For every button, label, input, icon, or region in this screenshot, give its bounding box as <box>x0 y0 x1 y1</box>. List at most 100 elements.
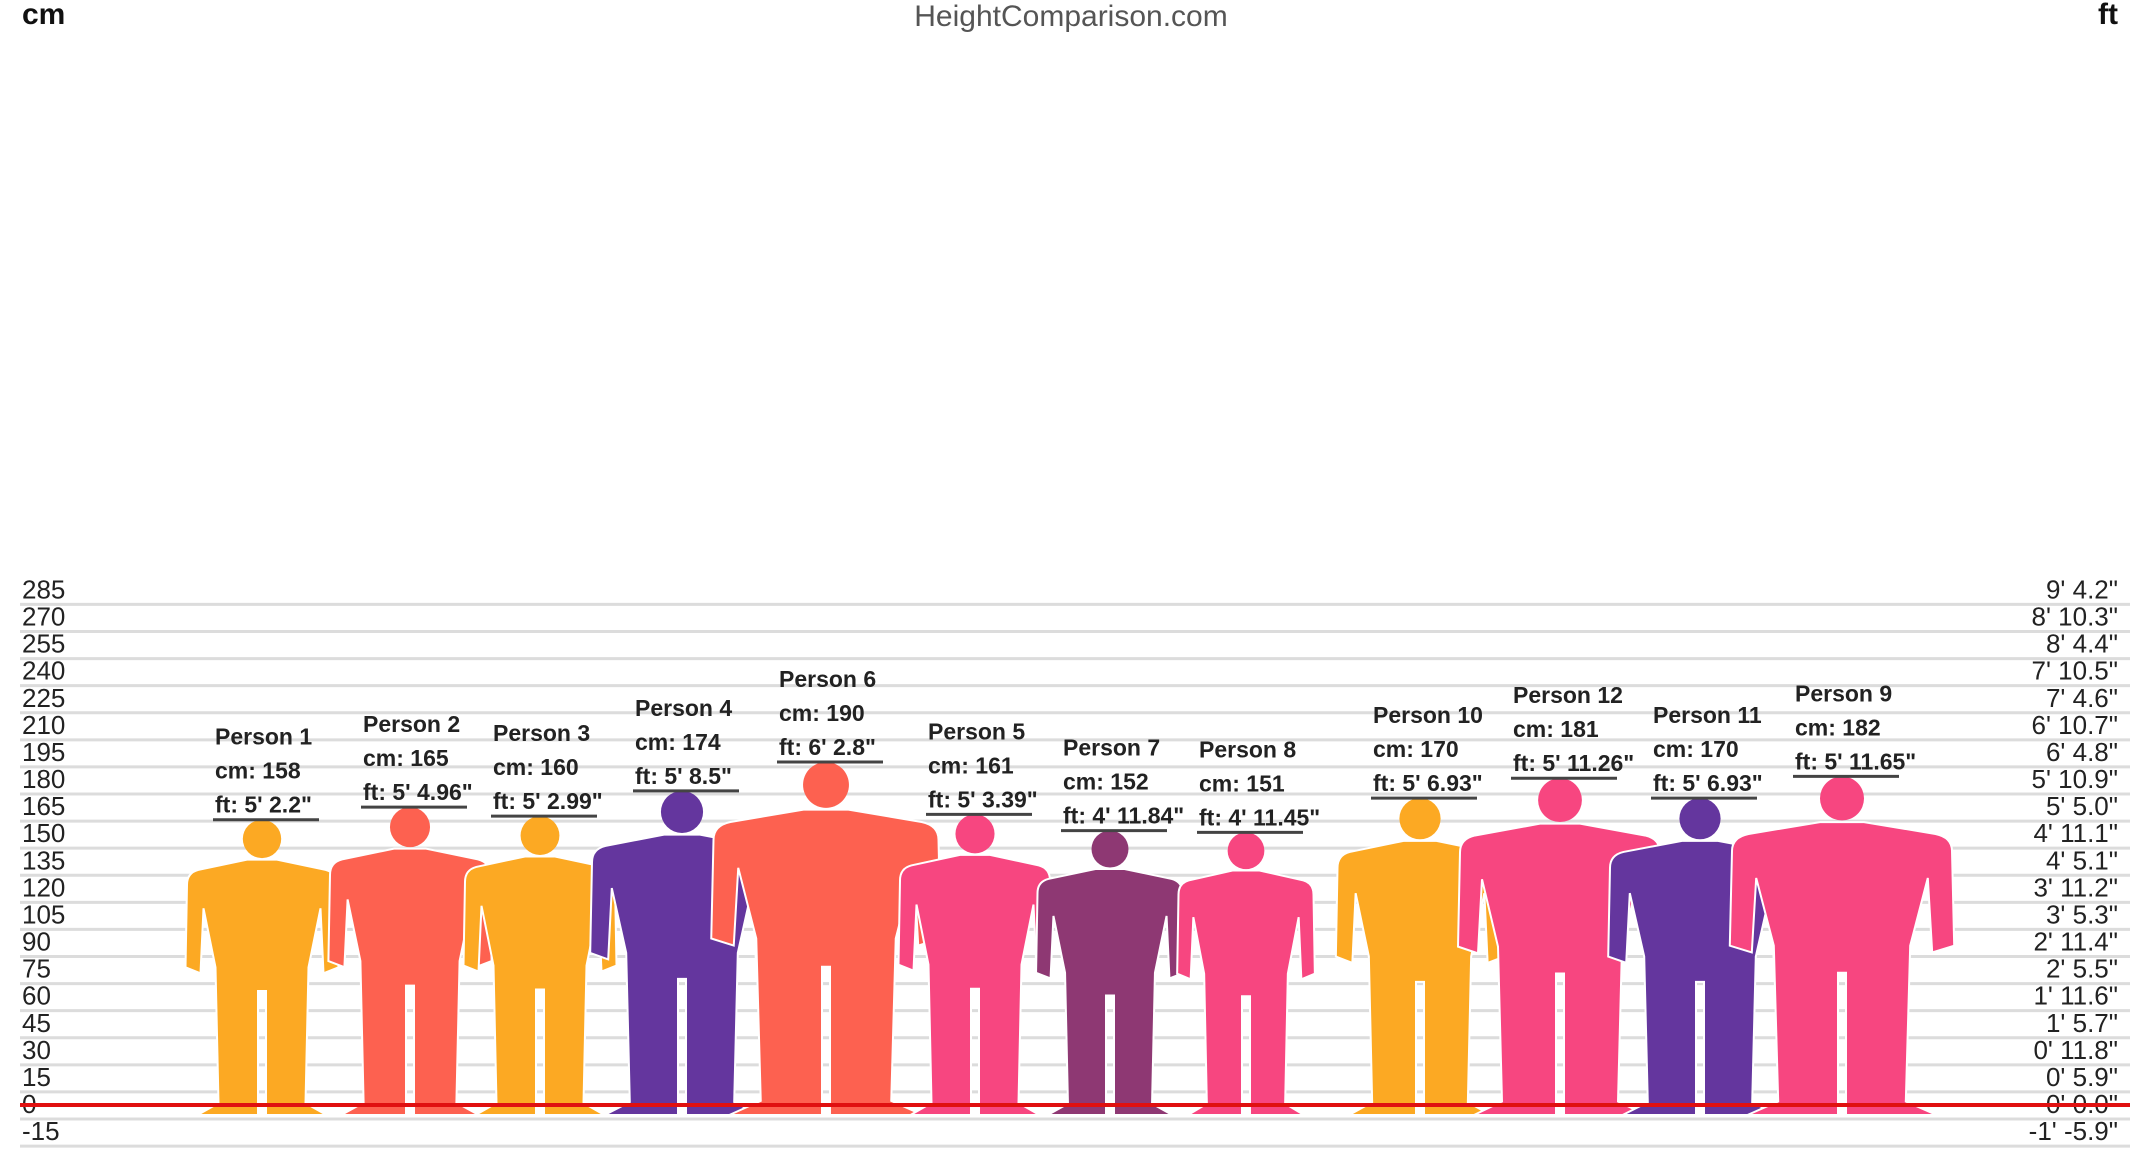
person-label: Person 8 cm: 151 ft: 4' 11.45" <box>1197 736 1320 834</box>
y-tick-cm: 255 <box>22 629 65 659</box>
y-tick-ft: -1' -5.9" <box>2029 1116 2118 1146</box>
person-head <box>803 761 849 808</box>
person-body <box>897 853 1053 1116</box>
y-tick-cm: 165 <box>22 791 65 821</box>
person-label: Person 3 cm: 160 ft: 5' 2.99" <box>491 720 603 818</box>
person-cm: cm: 170 <box>1373 736 1459 762</box>
y-tick-cm: 60 <box>22 981 51 1011</box>
person-ft: ft: 5' 11.65" <box>1795 748 1916 774</box>
person-figure <box>1176 832 1316 1116</box>
person-label: Person 5 cm: 161 ft: 5' 3.39" <box>926 718 1038 816</box>
person-figure <box>184 819 340 1116</box>
person-ft: ft: 5' 6.93" <box>1653 770 1763 796</box>
y-tick-ft: 5' 5.0" <box>2046 791 2118 821</box>
person-body <box>1728 821 1956 1116</box>
person-ft: ft: 5' 2.2" <box>215 792 312 818</box>
y-tick-cm: 150 <box>22 818 65 848</box>
person-label: Person 1 cm: 158 ft: 5' 2.2" <box>213 724 319 822</box>
person-figure <box>710 761 942 1116</box>
y-tick-ft: 2' 11.4" <box>2033 927 2118 957</box>
person-label: Person 12 cm: 181 ft: 5' 11.26" <box>1511 682 1634 780</box>
person-cm: cm: 151 <box>1199 770 1285 796</box>
person-head <box>1819 776 1865 821</box>
y-tick-ft: 3' 11.2" <box>2033 872 2118 902</box>
person-figure <box>1728 776 1956 1116</box>
person-cm: cm: 160 <box>493 754 579 780</box>
person-name: Person 4 <box>635 695 732 721</box>
person-label: Person 9 cm: 182 ft: 5' 11.65" <box>1793 680 1916 778</box>
person-name: Person 1 <box>215 724 312 750</box>
y-tick-ft: 4' 11.1" <box>2033 818 2118 848</box>
y-tick-cm: 120 <box>22 872 65 902</box>
y-tick-ft: 0' 11.8" <box>2033 1035 2118 1065</box>
person-ft: ft: 4' 11.45" <box>1199 804 1320 830</box>
person-cm: cm: 190 <box>779 700 865 726</box>
person-body <box>1176 869 1316 1116</box>
person-ft: ft: 5' 4.96" <box>363 779 473 805</box>
y-tick-ft: 7' 4.6" <box>2046 683 2118 713</box>
y-tick-cm: 180 <box>22 764 65 794</box>
person-cm: cm: 174 <box>635 729 721 755</box>
y-tick-ft: 7' 10.5" <box>2032 656 2118 686</box>
y-tick-ft: 9' 4.2" <box>2046 574 2118 604</box>
y-tick-cm: 270 <box>22 602 65 632</box>
person-label: Person 4 cm: 174 ft: 5' 8.5" <box>633 695 739 793</box>
person-name: Person 12 <box>1513 682 1623 708</box>
person-label: Person 7 cm: 152 ft: 4' 11.84" <box>1061 735 1184 833</box>
person-label: Person 2 cm: 165 ft: 5' 4.96" <box>361 711 473 809</box>
person-cm: cm: 152 <box>1063 769 1149 795</box>
person-name: Person 11 <box>1653 702 1762 728</box>
person-body <box>184 858 340 1116</box>
person-name: Person 7 <box>1063 735 1160 761</box>
person-cm: cm: 158 <box>215 758 301 784</box>
y-tick-ft: 0' 5.9" <box>2046 1062 2118 1092</box>
person-head <box>520 816 560 855</box>
person-figures <box>184 761 1956 1116</box>
y-tick-cm: 105 <box>22 899 65 929</box>
person-cm: cm: 182 <box>1795 714 1881 740</box>
person-cm: cm: 170 <box>1653 736 1739 762</box>
site-watermark: HeightComparison.com <box>914 0 1227 33</box>
person-label: Person 10 cm: 170 ft: 5' 6.93" <box>1371 702 1483 800</box>
y-tick-ft: 2' 5.5" <box>2046 954 2118 984</box>
right-unit-label: ft <box>2098 0 2118 31</box>
person-head <box>242 819 282 859</box>
person-cm: cm: 161 <box>928 752 1014 778</box>
y-tick-cm: 285 <box>22 574 65 604</box>
y-tick-cm: 45 <box>22 1008 51 1038</box>
person-labels: Person 1 cm: 158 ft: 5' 2.2" Person 2 cm: 16… <box>213 666 1916 834</box>
person-head <box>660 790 704 833</box>
person-head <box>1538 778 1582 822</box>
y-tick-ft: 1' 5.7" <box>2046 1008 2118 1038</box>
y-tick-ft: 8' 4.4" <box>2046 629 2118 659</box>
y-tick-ft: 6' 10.7" <box>2032 710 2118 740</box>
person-ft: ft: 4' 11.84" <box>1063 803 1184 829</box>
person-figure <box>897 814 1053 1116</box>
person-head <box>1679 798 1721 840</box>
left-unit-label: cm <box>22 0 65 31</box>
person-cm: cm: 181 <box>1513 716 1599 742</box>
y-tick-ft: 3' 5.3" <box>2046 899 2118 929</box>
y-tick-ft: 8' 10.3" <box>2032 602 2118 632</box>
y-tick-cm: 210 <box>22 710 65 740</box>
person-ft: ft: 5' 3.39" <box>928 786 1038 812</box>
person-name: Person 3 <box>493 720 590 746</box>
y-tick-cm: 135 <box>22 845 65 875</box>
person-head <box>955 814 995 854</box>
y-tick-cm: 75 <box>22 954 51 984</box>
person-label: Person 11 cm: 170 ft: 5' 6.93" <box>1651 702 1763 800</box>
person-ft: ft: 6' 2.8" <box>779 734 876 760</box>
person-body <box>1035 867 1185 1116</box>
person-cm: cm: 165 <box>363 745 449 771</box>
y-tick-cm: 225 <box>22 683 65 713</box>
person-figure <box>462 816 618 1116</box>
person-head <box>1399 798 1441 840</box>
person-body <box>710 808 942 1116</box>
person-head <box>1227 832 1265 870</box>
y-tick-ft: 1' 11.6" <box>2033 981 2118 1011</box>
y-tick-cm: 240 <box>22 656 65 686</box>
y-tick-ft: 4' 5.1" <box>2046 845 2118 875</box>
person-name: Person 2 <box>363 711 460 737</box>
y-tick-cm: -15 <box>22 1116 60 1146</box>
